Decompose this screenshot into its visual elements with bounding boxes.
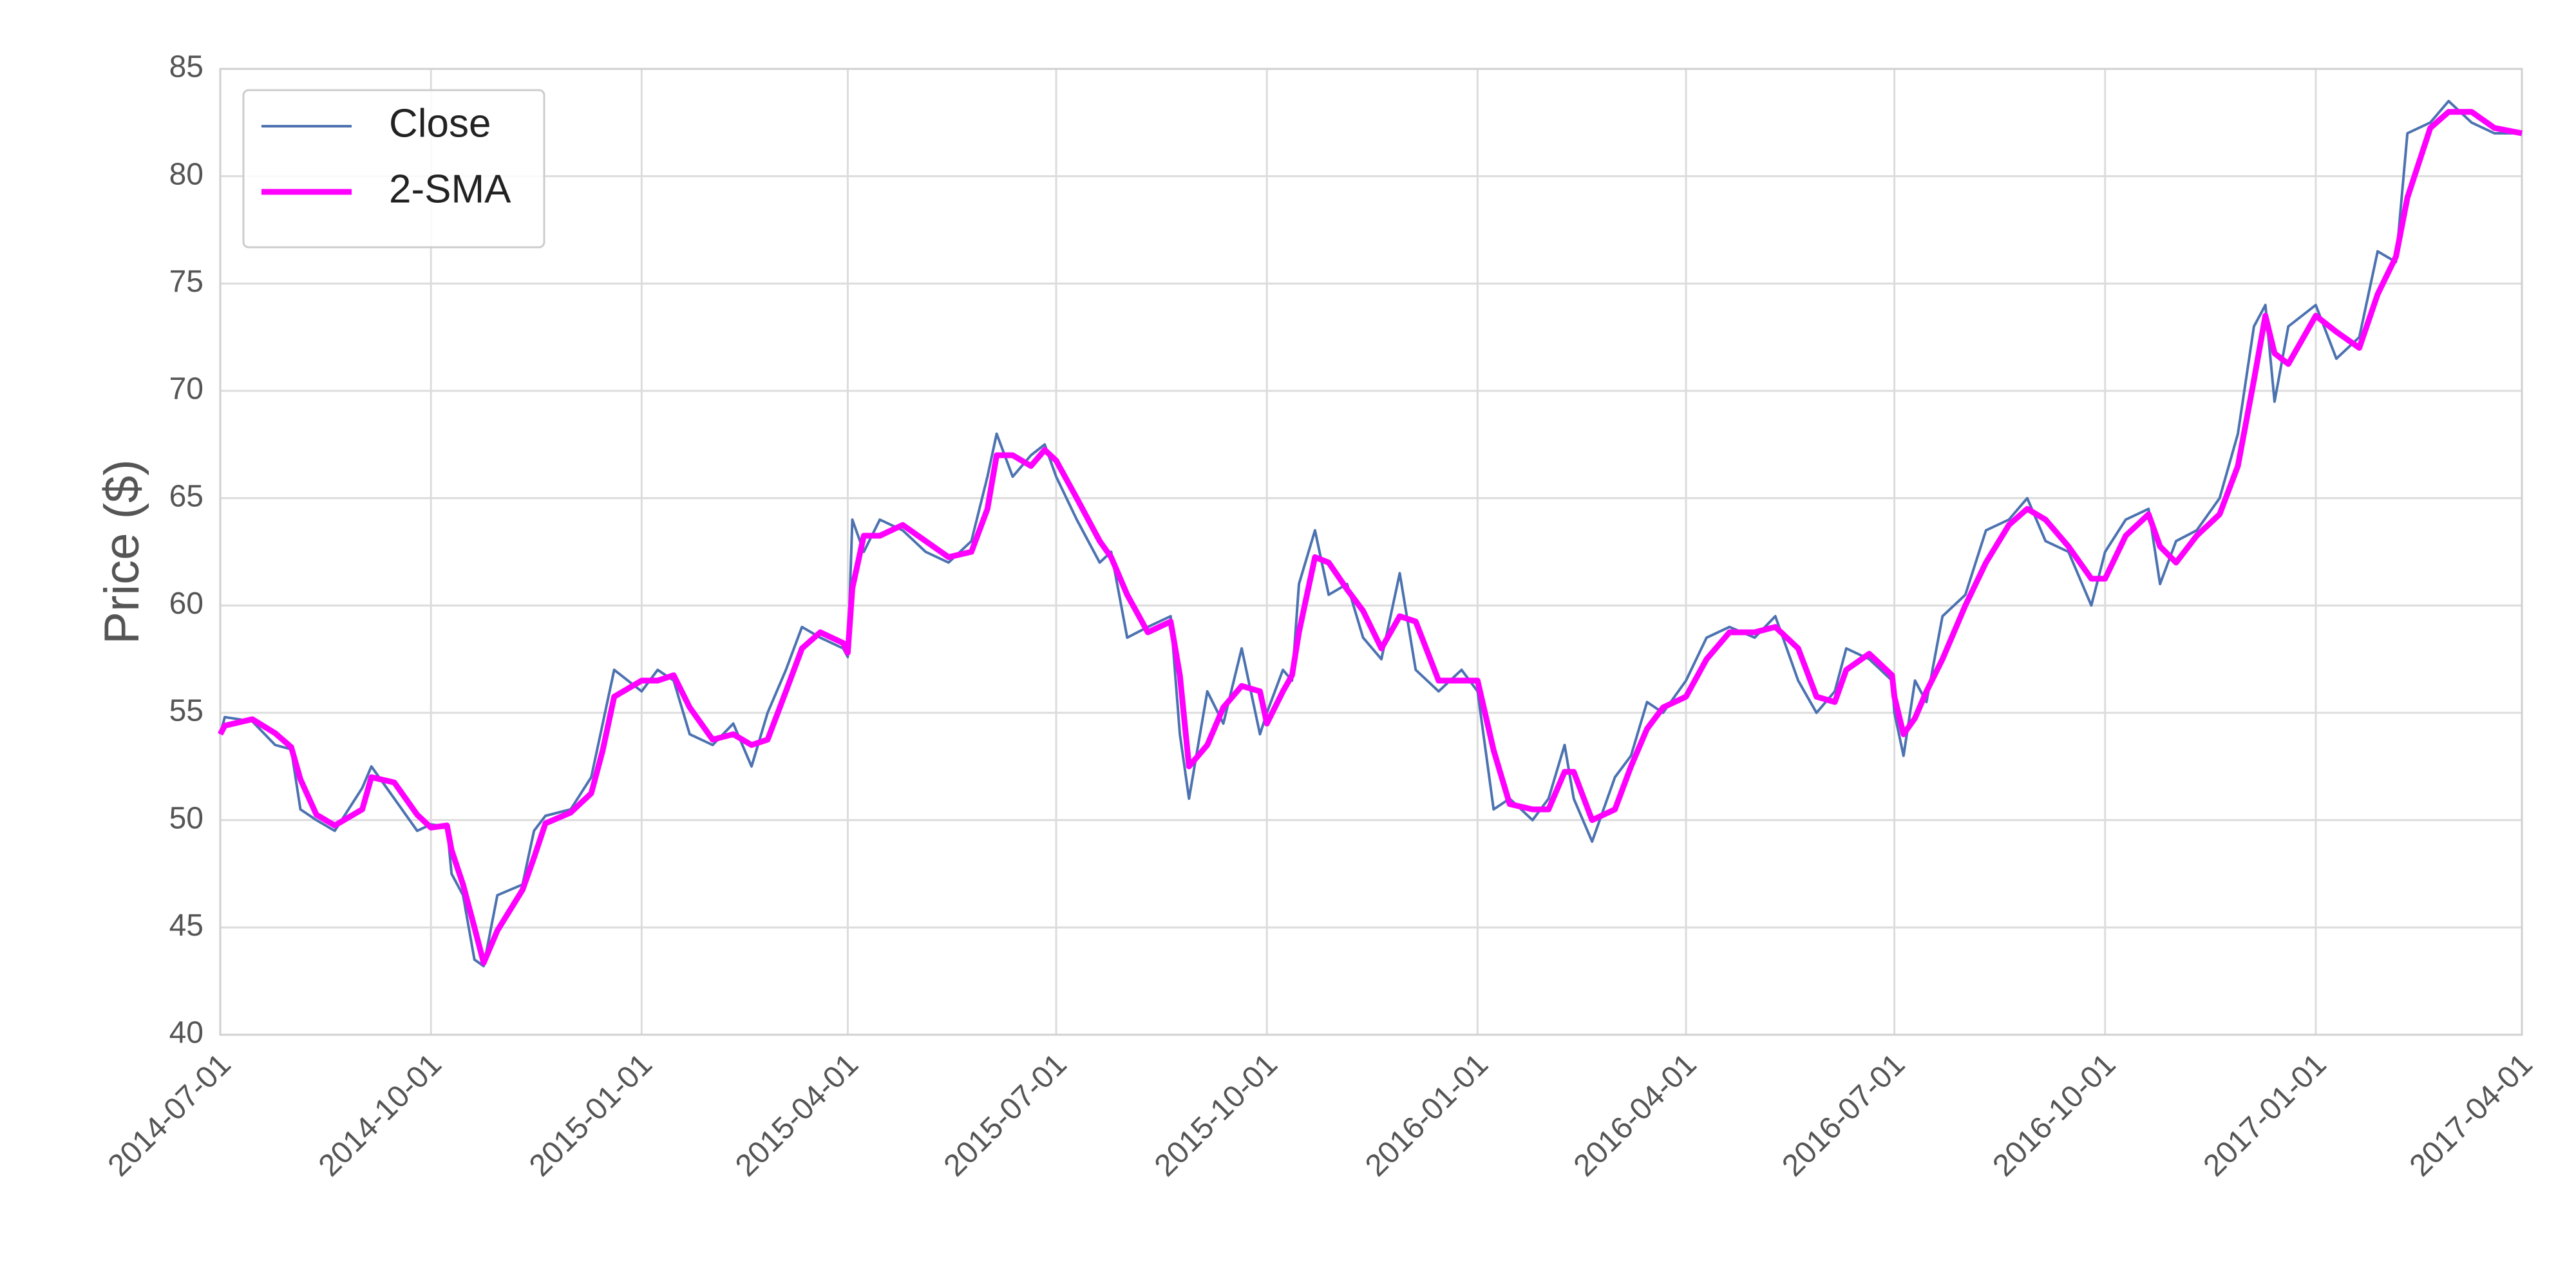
y-tick-label: 80 xyxy=(169,157,204,191)
y-tick-label: 50 xyxy=(169,801,204,835)
y-axis-label: Price ($) xyxy=(95,459,149,644)
legend-label: Close xyxy=(389,101,491,146)
y-tick-label: 65 xyxy=(169,479,204,513)
y-tick-label: 70 xyxy=(169,372,204,406)
line-series xyxy=(218,109,2523,966)
y-tick-label: 40 xyxy=(169,1016,204,1050)
legend-label: 2-SMA xyxy=(389,167,511,211)
y-tick-label: 55 xyxy=(169,694,204,728)
legend-box xyxy=(242,89,545,249)
legend: Close 2-SMA xyxy=(242,89,545,249)
y-tick-label: 45 xyxy=(169,909,204,943)
y-tick-label: 75 xyxy=(169,265,204,299)
y-tick-label: 60 xyxy=(169,587,204,621)
plot-frame xyxy=(219,68,2523,1036)
y-tick-label: 85 xyxy=(169,50,204,84)
